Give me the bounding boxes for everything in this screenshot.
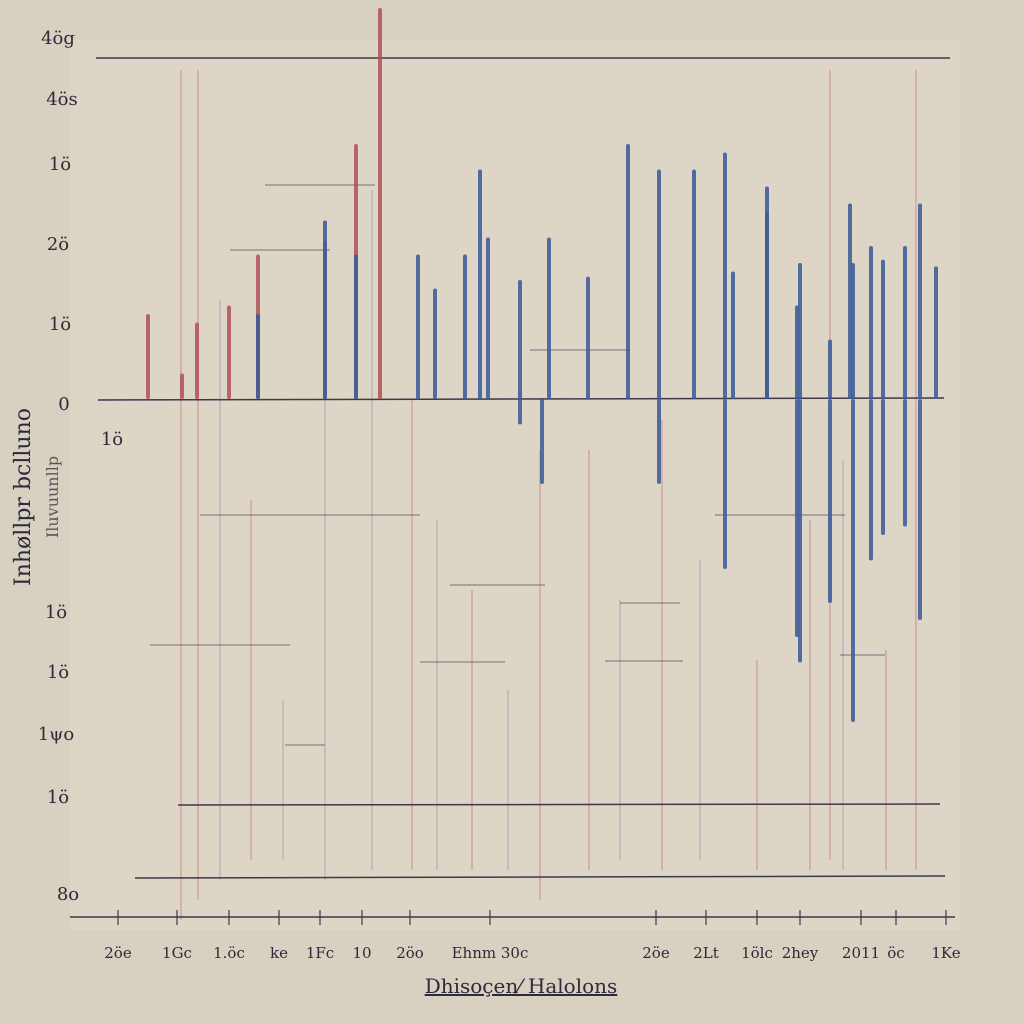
bar bbox=[934, 266, 938, 399]
bar bbox=[903, 399, 907, 527]
y-tick-label: 2ö bbox=[47, 234, 69, 255]
y-tick-label: 4ög bbox=[41, 28, 75, 49]
x-tick-label: 2öo bbox=[396, 944, 424, 962]
bar bbox=[547, 237, 551, 399]
bar bbox=[903, 246, 907, 399]
bar bbox=[851, 263, 855, 399]
bar-group bbox=[146, 8, 938, 722]
bar bbox=[869, 399, 873, 561]
bar bbox=[378, 8, 382, 399]
y-axis-label: Inhøllpr bclluno bbox=[11, 408, 36, 586]
y-tick-label: 1ö bbox=[49, 154, 71, 175]
bar bbox=[626, 144, 630, 399]
bar bbox=[256, 314, 260, 399]
bar bbox=[657, 169, 661, 399]
bar bbox=[828, 399, 832, 603]
x-tick-label: öc bbox=[887, 944, 904, 962]
x-tick-label: 1Gc bbox=[162, 944, 192, 962]
baseline-line bbox=[134, 875, 946, 879]
bar bbox=[869, 246, 873, 399]
bar bbox=[486, 237, 490, 399]
x-tick-label: 2011 bbox=[842, 944, 880, 962]
bar bbox=[692, 169, 696, 399]
bar bbox=[657, 399, 661, 484]
x-tick-label: 2Lt bbox=[693, 944, 719, 962]
x-tick-label: 1Ke bbox=[931, 944, 960, 962]
x-tick-label: 2hey bbox=[782, 944, 819, 962]
x-tick-label: 1.öc bbox=[213, 944, 245, 962]
y-tick-label: 8o bbox=[57, 884, 79, 905]
x-tick-label: 2öe bbox=[104, 944, 132, 962]
bar bbox=[227, 305, 231, 399]
bar bbox=[586, 276, 590, 399]
lower-reference-line bbox=[177, 803, 941, 806]
plot-paper bbox=[70, 40, 960, 930]
bar bbox=[195, 322, 199, 399]
x-tick-label: 1ölc bbox=[741, 944, 773, 962]
x-tick-label: 10 bbox=[352, 944, 371, 962]
bar bbox=[433, 288, 437, 399]
bar bbox=[323, 220, 327, 399]
y-tick-label: 1ö bbox=[47, 787, 69, 808]
y-tick-label: 1ö bbox=[45, 602, 67, 623]
y-tick-labels: 4ög 4ös 1ö 2ö 1ö 0 1ö 1ö 1ö 1ψo 1ö 8o bbox=[38, 28, 123, 905]
faint-background-lines bbox=[150, 70, 917, 920]
y-tick-label: 0 bbox=[58, 394, 69, 415]
bar bbox=[798, 263, 802, 399]
y-tick-label: 1ψo bbox=[38, 724, 74, 745]
bar bbox=[881, 399, 885, 535]
y-tick-label: 4ös bbox=[46, 89, 78, 110]
bar bbox=[918, 203, 922, 399]
bar bbox=[518, 399, 522, 425]
bar bbox=[540, 399, 544, 484]
y-tick-label: 1ö bbox=[101, 429, 123, 450]
bar bbox=[765, 186, 769, 399]
bar bbox=[723, 399, 727, 569]
x-tick-label: Ehnm 30c bbox=[452, 944, 529, 962]
bar bbox=[354, 254, 358, 399]
bar bbox=[478, 169, 482, 399]
bar bbox=[918, 399, 922, 620]
x-axis-label: Dhisoçen⁄ Halolons bbox=[425, 974, 618, 998]
bar bbox=[798, 399, 802, 663]
bar bbox=[723, 152, 727, 399]
y-tick-label: 1ö bbox=[49, 314, 71, 335]
y-axis-label-secondary: Iluvuunllp bbox=[43, 456, 62, 538]
y-tick-label: 1ö bbox=[47, 662, 69, 683]
bar bbox=[518, 280, 522, 399]
bar bbox=[828, 339, 832, 399]
x-tick-labels: 2öe 1Gc 1.öc ke 1Fc 10 2öo Ehnm 30c 2öe 2Lt 1ölc 2h… bbox=[104, 910, 961, 962]
zero-line bbox=[97, 397, 945, 401]
bar bbox=[146, 314, 150, 399]
x-tick-label: 2öe bbox=[642, 944, 670, 962]
bar bbox=[731, 271, 735, 399]
bar bbox=[463, 254, 467, 399]
x-tick-label: 1Fc bbox=[306, 944, 334, 962]
bar bbox=[180, 373, 184, 399]
bar bbox=[881, 259, 885, 399]
bar bbox=[851, 399, 855, 722]
x-tick-label: ke bbox=[270, 944, 288, 962]
bar bbox=[416, 254, 420, 399]
